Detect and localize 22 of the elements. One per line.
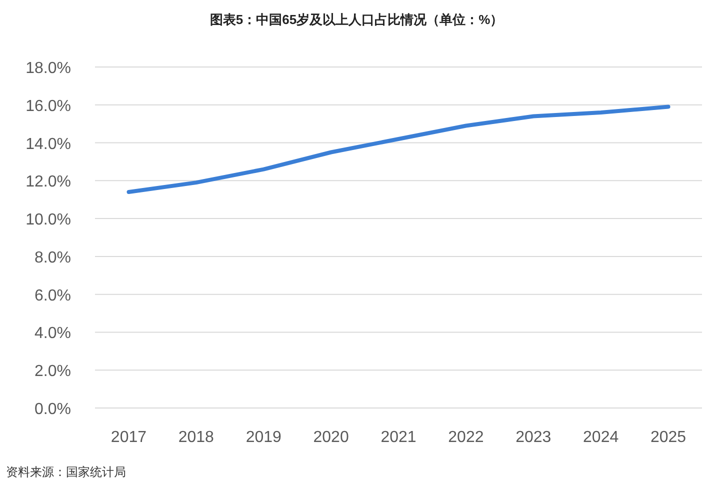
y-tick-label: 18.0%	[26, 60, 71, 77]
y-tick-label: 14.0%	[26, 136, 71, 153]
y-tick-label: 4.0%	[34, 325, 71, 342]
x-tick-label: 2020	[313, 429, 349, 446]
x-tick-label: 2018	[178, 429, 214, 446]
y-tick-label: 6.0%	[34, 287, 71, 304]
x-tick-label: 2021	[380, 429, 416, 446]
y-tick-label: 0.0%	[34, 401, 71, 418]
x-tick-label: 2019	[246, 429, 282, 446]
y-tick-label: 8.0%	[34, 249, 71, 266]
y-tick-label: 16.0%	[26, 98, 71, 115]
x-tick-label: 2024	[583, 429, 619, 446]
x-tick-label: 2025	[650, 429, 686, 446]
x-tick-label: 2017	[110, 429, 147, 446]
x-tick-label: 2022	[448, 429, 484, 446]
y-tick-label: 2.0%	[34, 363, 71, 380]
chart-title: 图表5：中国65岁及以上人口占比情况（单位：%）	[210, 12, 504, 27]
y-tick-label: 10.0%	[26, 212, 71, 229]
y-tick-label: 12.0%	[26, 174, 71, 191]
x-tick-label: 2023	[516, 429, 552, 446]
text: 资料来源：国家统计局	[6, 465, 126, 479]
line-series	[126, 104, 670, 194]
